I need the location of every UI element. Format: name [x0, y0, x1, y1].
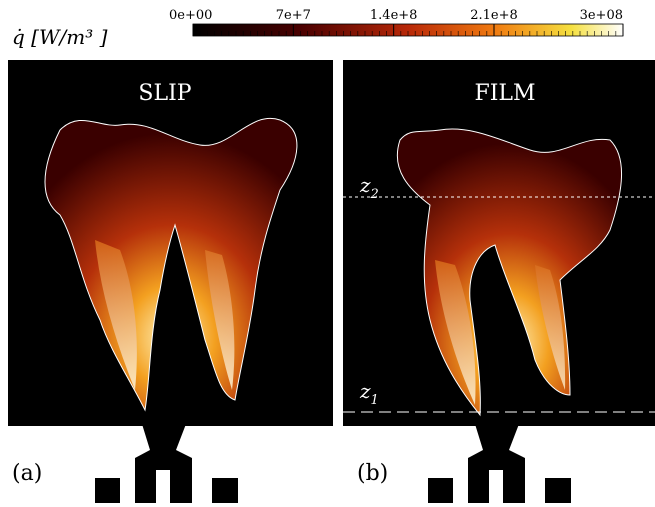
colorbar-tick-label: 7e+7	[276, 8, 311, 23]
panel-title: FILM	[474, 81, 535, 106]
colorbar-tick-label: 1.4e+8	[370, 8, 418, 23]
burner	[428, 424, 571, 503]
colorbar-tick-label: 0e+00	[169, 8, 212, 23]
panel-tag: (b)	[357, 461, 388, 486]
panel-title: SLIP	[138, 81, 191, 106]
colorbar-tick-label: 2.1e+8	[470, 8, 518, 23]
panel-tag: (a)	[12, 461, 42, 486]
z1-marker: z1	[359, 379, 379, 408]
burner	[95, 424, 238, 503]
flame-core	[95, 240, 235, 390]
z2-marker: z2	[359, 173, 379, 202]
colorbar-label: q̇ [W/m³ ]	[12, 25, 108, 49]
colorbar-tick-label: 3e+08	[580, 8, 623, 23]
panel-background	[8, 60, 333, 426]
flame-core	[435, 260, 566, 405]
